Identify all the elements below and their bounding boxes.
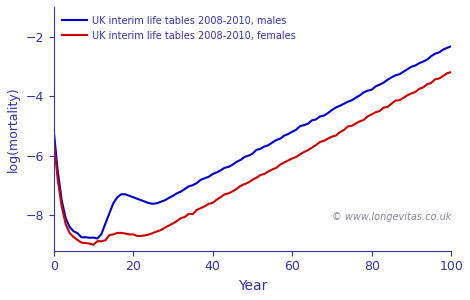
UK interim life tables 2008-2010, females: [353, 122, 359, 125]
UK interim life tables 2008-2010, males: [94, 237, 100, 240]
UK interim life tables 2008-2010, males: [78, 236, 84, 239]
UK interim life tables 2008-2010, females: [333, 134, 339, 137]
UK interim life tables 2008-2010, males: [154, 201, 160, 205]
Text: © www.longevitas.co.uk: © www.longevitas.co.uk: [332, 212, 451, 221]
UK interim life tables 2008-2010, females: [78, 241, 84, 244]
UK interim life tables 2008-2010, females: [51, 137, 56, 141]
UK interim life tables 2008-2010, females: [448, 70, 454, 74]
X-axis label: Year: Year: [238, 279, 267, 293]
Legend: UK interim life tables 2008-2010, males, UK interim life tables 2008-2010, femal: UK interim life tables 2008-2010, males,…: [59, 12, 299, 44]
UK interim life tables 2008-2010, males: [238, 158, 243, 162]
UK interim life tables 2008-2010, females: [91, 243, 96, 247]
UK interim life tables 2008-2010, females: [238, 184, 243, 188]
Line: UK interim life tables 2008-2010, females: UK interim life tables 2008-2010, female…: [54, 72, 451, 245]
UK interim life tables 2008-2010, females: [293, 155, 299, 159]
UK interim life tables 2008-2010, females: [154, 230, 160, 233]
UK interim life tables 2008-2010, males: [353, 96, 359, 100]
Y-axis label: log(mortality): log(mortality): [7, 86, 20, 172]
UK interim life tables 2008-2010, males: [448, 44, 454, 48]
Line: UK interim life tables 2008-2010, males: UK interim life tables 2008-2010, males: [54, 46, 451, 238]
UK interim life tables 2008-2010, males: [333, 106, 339, 109]
UK interim life tables 2008-2010, males: [293, 128, 299, 132]
UK interim life tables 2008-2010, males: [51, 128, 56, 132]
